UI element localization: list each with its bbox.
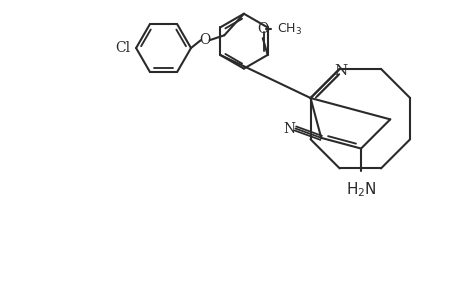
Text: O: O	[257, 22, 268, 36]
Text: CH$_3$: CH$_3$	[277, 22, 302, 37]
Text: N: N	[283, 122, 295, 136]
Text: H$_2$N: H$_2$N	[345, 180, 375, 199]
Text: N: N	[333, 64, 347, 78]
Text: Cl: Cl	[115, 41, 130, 55]
Text: O: O	[199, 33, 210, 47]
